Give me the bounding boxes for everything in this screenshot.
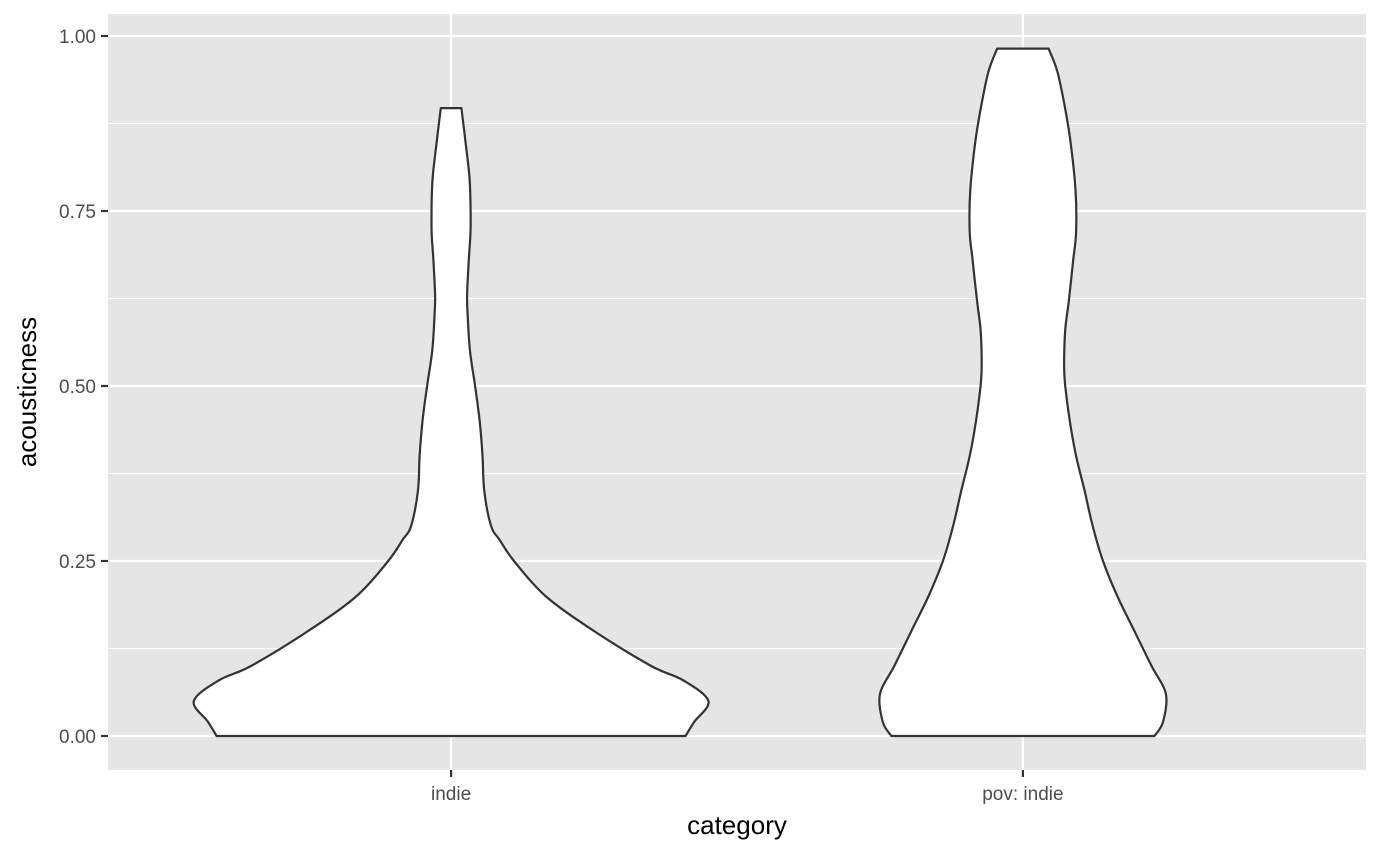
x-axis: indie pov: indie: [431, 770, 1064, 805]
x-axis-title: category: [687, 810, 787, 840]
x-tick-label: pov: indie: [982, 784, 1063, 805]
violin-indie: [192, 107, 710, 738]
violin-pov-indie: [878, 47, 1168, 738]
violins: [192, 47, 1168, 738]
y-tick-label: 0.50: [59, 377, 96, 398]
y-axis: 0.00 0.25 0.50 0.75 1.00: [59, 27, 108, 748]
y-tick-label: 0.75: [59, 202, 96, 223]
y-axis-title: acousticness: [12, 317, 42, 467]
y-tick-label: 0.00: [59, 727, 96, 748]
y-tick-label: 1.00: [59, 27, 96, 48]
y-tick-label: 0.25: [59, 552, 96, 573]
x-tick-label: indie: [431, 784, 471, 805]
